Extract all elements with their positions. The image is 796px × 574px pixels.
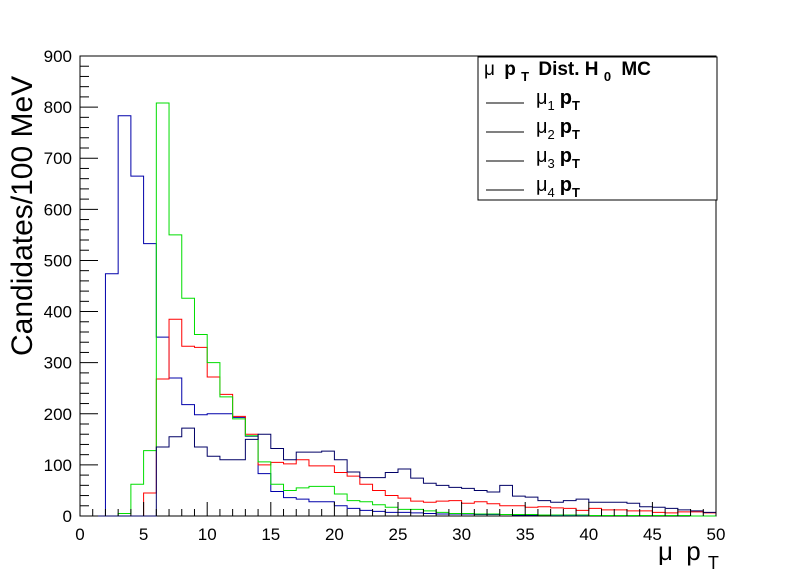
legend-entries: μ1 pT μ2 pT μ3 pT μ4 pT bbox=[486, 87, 580, 200]
x-axis-title: μ p T bbox=[658, 536, 719, 573]
x-tick-label: 50 bbox=[707, 525, 726, 544]
x-tick-label: 20 bbox=[325, 525, 344, 544]
y-tick-label: 600 bbox=[44, 200, 72, 219]
y-tick-label: 200 bbox=[44, 405, 72, 424]
legend-header-p: p bbox=[504, 59, 516, 80]
y-tick-label: 500 bbox=[44, 251, 72, 270]
legend: μ p T Dist. H 0 MC μ1 pT μ2 pT μ3 pT μ4 pT bbox=[477, 56, 718, 201]
x-axis-title-p: p bbox=[686, 536, 700, 566]
x-tick-label: 25 bbox=[389, 525, 408, 544]
y-tick-label: 800 bbox=[44, 98, 72, 117]
y-tick-label: 0 bbox=[63, 507, 72, 526]
x-tick-label: 35 bbox=[516, 525, 535, 544]
y-axis-title: Candidates/100 MeV bbox=[6, 76, 39, 356]
x-tick-label: 0 bbox=[75, 525, 84, 544]
x-axis-title-mu: μ bbox=[658, 536, 673, 566]
legend-header: μ p T Dist. H 0 MC bbox=[484, 59, 651, 86]
x-tick-label: 15 bbox=[261, 525, 280, 544]
legend-header-mu: μ bbox=[484, 59, 495, 80]
y-tick-label: 300 bbox=[44, 354, 72, 373]
series-2-line bbox=[80, 318, 717, 517]
y-tick-label: 900 bbox=[44, 47, 72, 66]
legend-box bbox=[477, 56, 718, 201]
legend-entry-3: μ3 pT bbox=[536, 145, 580, 171]
y-tick-label: 400 bbox=[44, 303, 72, 322]
axis-layer: 0 5 10 15 20 25 30 35 40 45 5001002003004005006007… bbox=[44, 47, 726, 544]
x-tick-label: 45 bbox=[643, 525, 662, 544]
legend-header-h-sub: 0 bbox=[604, 69, 611, 84]
series-4-line bbox=[80, 427, 717, 517]
legend-entry-4: μ4 pT bbox=[536, 174, 580, 200]
x-tick-label: 10 bbox=[198, 525, 217, 544]
y-tick-label: 100 bbox=[44, 456, 72, 475]
x-tick-label: 5 bbox=[139, 525, 148, 544]
y-tick-label: 700 bbox=[44, 149, 72, 168]
legend-header-text: Dist. H bbox=[538, 59, 598, 80]
legend-entry-1: μ1 pT bbox=[536, 87, 580, 113]
x-axis-title-sub: T bbox=[708, 553, 719, 573]
x-tick-label: 30 bbox=[452, 525, 471, 544]
x-tick-label: 40 bbox=[579, 525, 598, 544]
series-3-line bbox=[80, 102, 716, 517]
legend-entry-2: μ2 pT bbox=[536, 116, 580, 142]
legend-header-p-sub: T bbox=[521, 69, 529, 84]
legend-header-tail: MC bbox=[621, 59, 651, 80]
